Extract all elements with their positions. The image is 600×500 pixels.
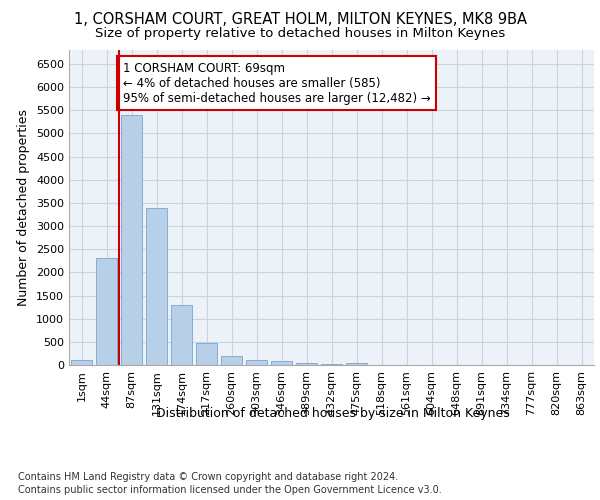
Bar xyxy=(171,305,192,365)
Text: 1 CORSHAM COURT: 69sqm
← 4% of detached houses are smaller (585)
95% of semi-det: 1 CORSHAM COURT: 69sqm ← 4% of detached … xyxy=(123,62,431,104)
Bar xyxy=(71,360,92,365)
Text: Distribution of detached houses by size in Milton Keynes: Distribution of detached houses by size … xyxy=(156,408,510,420)
Text: Contains public sector information licensed under the Open Government Licence v3: Contains public sector information licen… xyxy=(18,485,442,495)
Bar xyxy=(146,208,167,365)
Y-axis label: Number of detached properties: Number of detached properties xyxy=(17,109,31,306)
Bar xyxy=(321,364,342,365)
Bar xyxy=(246,360,267,365)
Bar xyxy=(271,362,292,365)
Bar xyxy=(346,363,367,365)
Bar xyxy=(121,115,142,365)
Text: Contains HM Land Registry data © Crown copyright and database right 2024.: Contains HM Land Registry data © Crown c… xyxy=(18,472,398,482)
Bar xyxy=(296,363,317,365)
Text: 1, CORSHAM COURT, GREAT HOLM, MILTON KEYNES, MK8 9BA: 1, CORSHAM COURT, GREAT HOLM, MILTON KEY… xyxy=(74,12,527,28)
Bar xyxy=(196,343,217,365)
Bar xyxy=(221,356,242,365)
Text: Size of property relative to detached houses in Milton Keynes: Size of property relative to detached ho… xyxy=(95,28,505,40)
Bar xyxy=(96,258,117,365)
